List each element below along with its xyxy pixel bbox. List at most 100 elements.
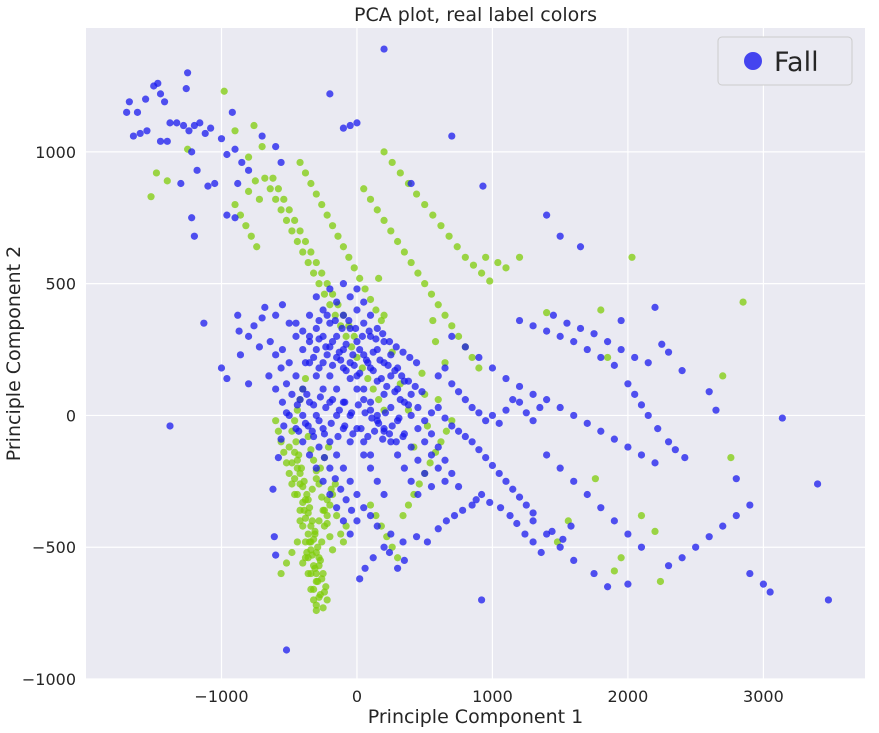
green-point <box>312 258 320 267</box>
blue-point <box>282 646 291 654</box>
blue-point <box>188 214 196 222</box>
blue-point <box>274 454 282 462</box>
green-point <box>323 211 331 219</box>
blue-point <box>576 243 585 251</box>
blue-point <box>356 575 364 583</box>
green-point <box>337 530 345 538</box>
green-point <box>280 195 288 203</box>
blue-point <box>482 454 490 462</box>
blue-point <box>414 403 422 412</box>
blue-point <box>341 422 349 430</box>
blue-point <box>234 311 242 319</box>
green-point <box>461 253 469 261</box>
blue-point <box>515 398 524 406</box>
blue-point <box>637 543 646 551</box>
green-point <box>388 158 396 167</box>
green-point <box>502 264 510 272</box>
green-point <box>651 527 659 536</box>
green-point <box>469 261 478 269</box>
blue-point <box>366 406 375 414</box>
blue-point <box>315 335 323 343</box>
blue-point <box>316 393 324 401</box>
green-point <box>296 517 304 525</box>
blue-point <box>366 311 375 319</box>
blue-point <box>515 493 524 501</box>
green-point <box>307 179 315 188</box>
blue-point <box>399 348 407 356</box>
blue-point <box>193 166 201 174</box>
blue-point <box>468 403 476 412</box>
blue-point <box>236 351 245 359</box>
blue-point <box>496 504 505 512</box>
blue-point <box>295 427 303 435</box>
blue-point <box>495 419 503 427</box>
blue-point <box>536 403 544 412</box>
blue-point <box>326 90 334 98</box>
green-point <box>375 274 383 282</box>
blue-point <box>335 406 343 414</box>
blue-point <box>331 475 339 483</box>
blue-point <box>269 485 277 493</box>
green-point <box>454 332 463 340</box>
green-point <box>515 253 524 261</box>
green-point <box>380 311 388 319</box>
green-point <box>291 448 299 456</box>
green-point <box>380 148 388 156</box>
blue-point <box>346 121 354 130</box>
blue-point <box>301 419 310 427</box>
green-point <box>418 369 426 377</box>
green-point <box>293 456 301 464</box>
blue-point <box>345 316 353 325</box>
blue-point <box>567 522 575 530</box>
blue-point <box>375 419 383 427</box>
blue-point <box>412 533 421 541</box>
blue-point <box>129 132 138 140</box>
blue-point <box>427 430 436 438</box>
green-point <box>304 258 312 267</box>
legend-label: Fall <box>774 47 819 78</box>
green-point <box>404 501 413 509</box>
blue-point <box>319 477 327 485</box>
green-point <box>421 200 429 209</box>
blue-point <box>156 137 165 145</box>
blue-point <box>475 409 483 417</box>
green-point <box>310 269 318 277</box>
blue-point <box>373 477 381 485</box>
blue-point <box>617 345 625 354</box>
blue-point <box>529 417 537 425</box>
blue-point <box>350 361 358 369</box>
blue-point <box>583 490 591 499</box>
green-point <box>380 216 388 225</box>
green-point <box>372 511 380 520</box>
green-point <box>543 309 551 317</box>
x-tick-label: 2000 <box>608 687 649 706</box>
x-tick-label: 1000 <box>472 687 513 706</box>
green-point <box>441 359 449 367</box>
blue-point <box>543 211 551 219</box>
green-point <box>312 569 320 578</box>
green-point <box>285 469 293 478</box>
blue-point <box>392 438 400 446</box>
blue-point <box>299 345 307 354</box>
blue-point <box>250 322 258 330</box>
blue-point <box>644 411 652 420</box>
blue-point <box>454 482 463 491</box>
blue-point <box>277 435 285 443</box>
blue-point <box>543 396 551 404</box>
blue-point <box>461 432 469 441</box>
blue-point <box>333 504 341 512</box>
blue-point <box>347 506 356 514</box>
green-point <box>477 269 486 277</box>
green-point <box>339 243 348 251</box>
green-point <box>399 511 407 520</box>
green-point <box>308 551 316 559</box>
green-point <box>421 280 429 288</box>
blue-point <box>143 127 151 135</box>
blue-point <box>421 438 429 446</box>
blue-point <box>322 343 330 351</box>
blue-point <box>366 511 375 520</box>
green-point <box>400 248 408 256</box>
blue-point <box>156 90 165 98</box>
blue-point <box>398 372 406 380</box>
blue-point <box>312 324 320 333</box>
